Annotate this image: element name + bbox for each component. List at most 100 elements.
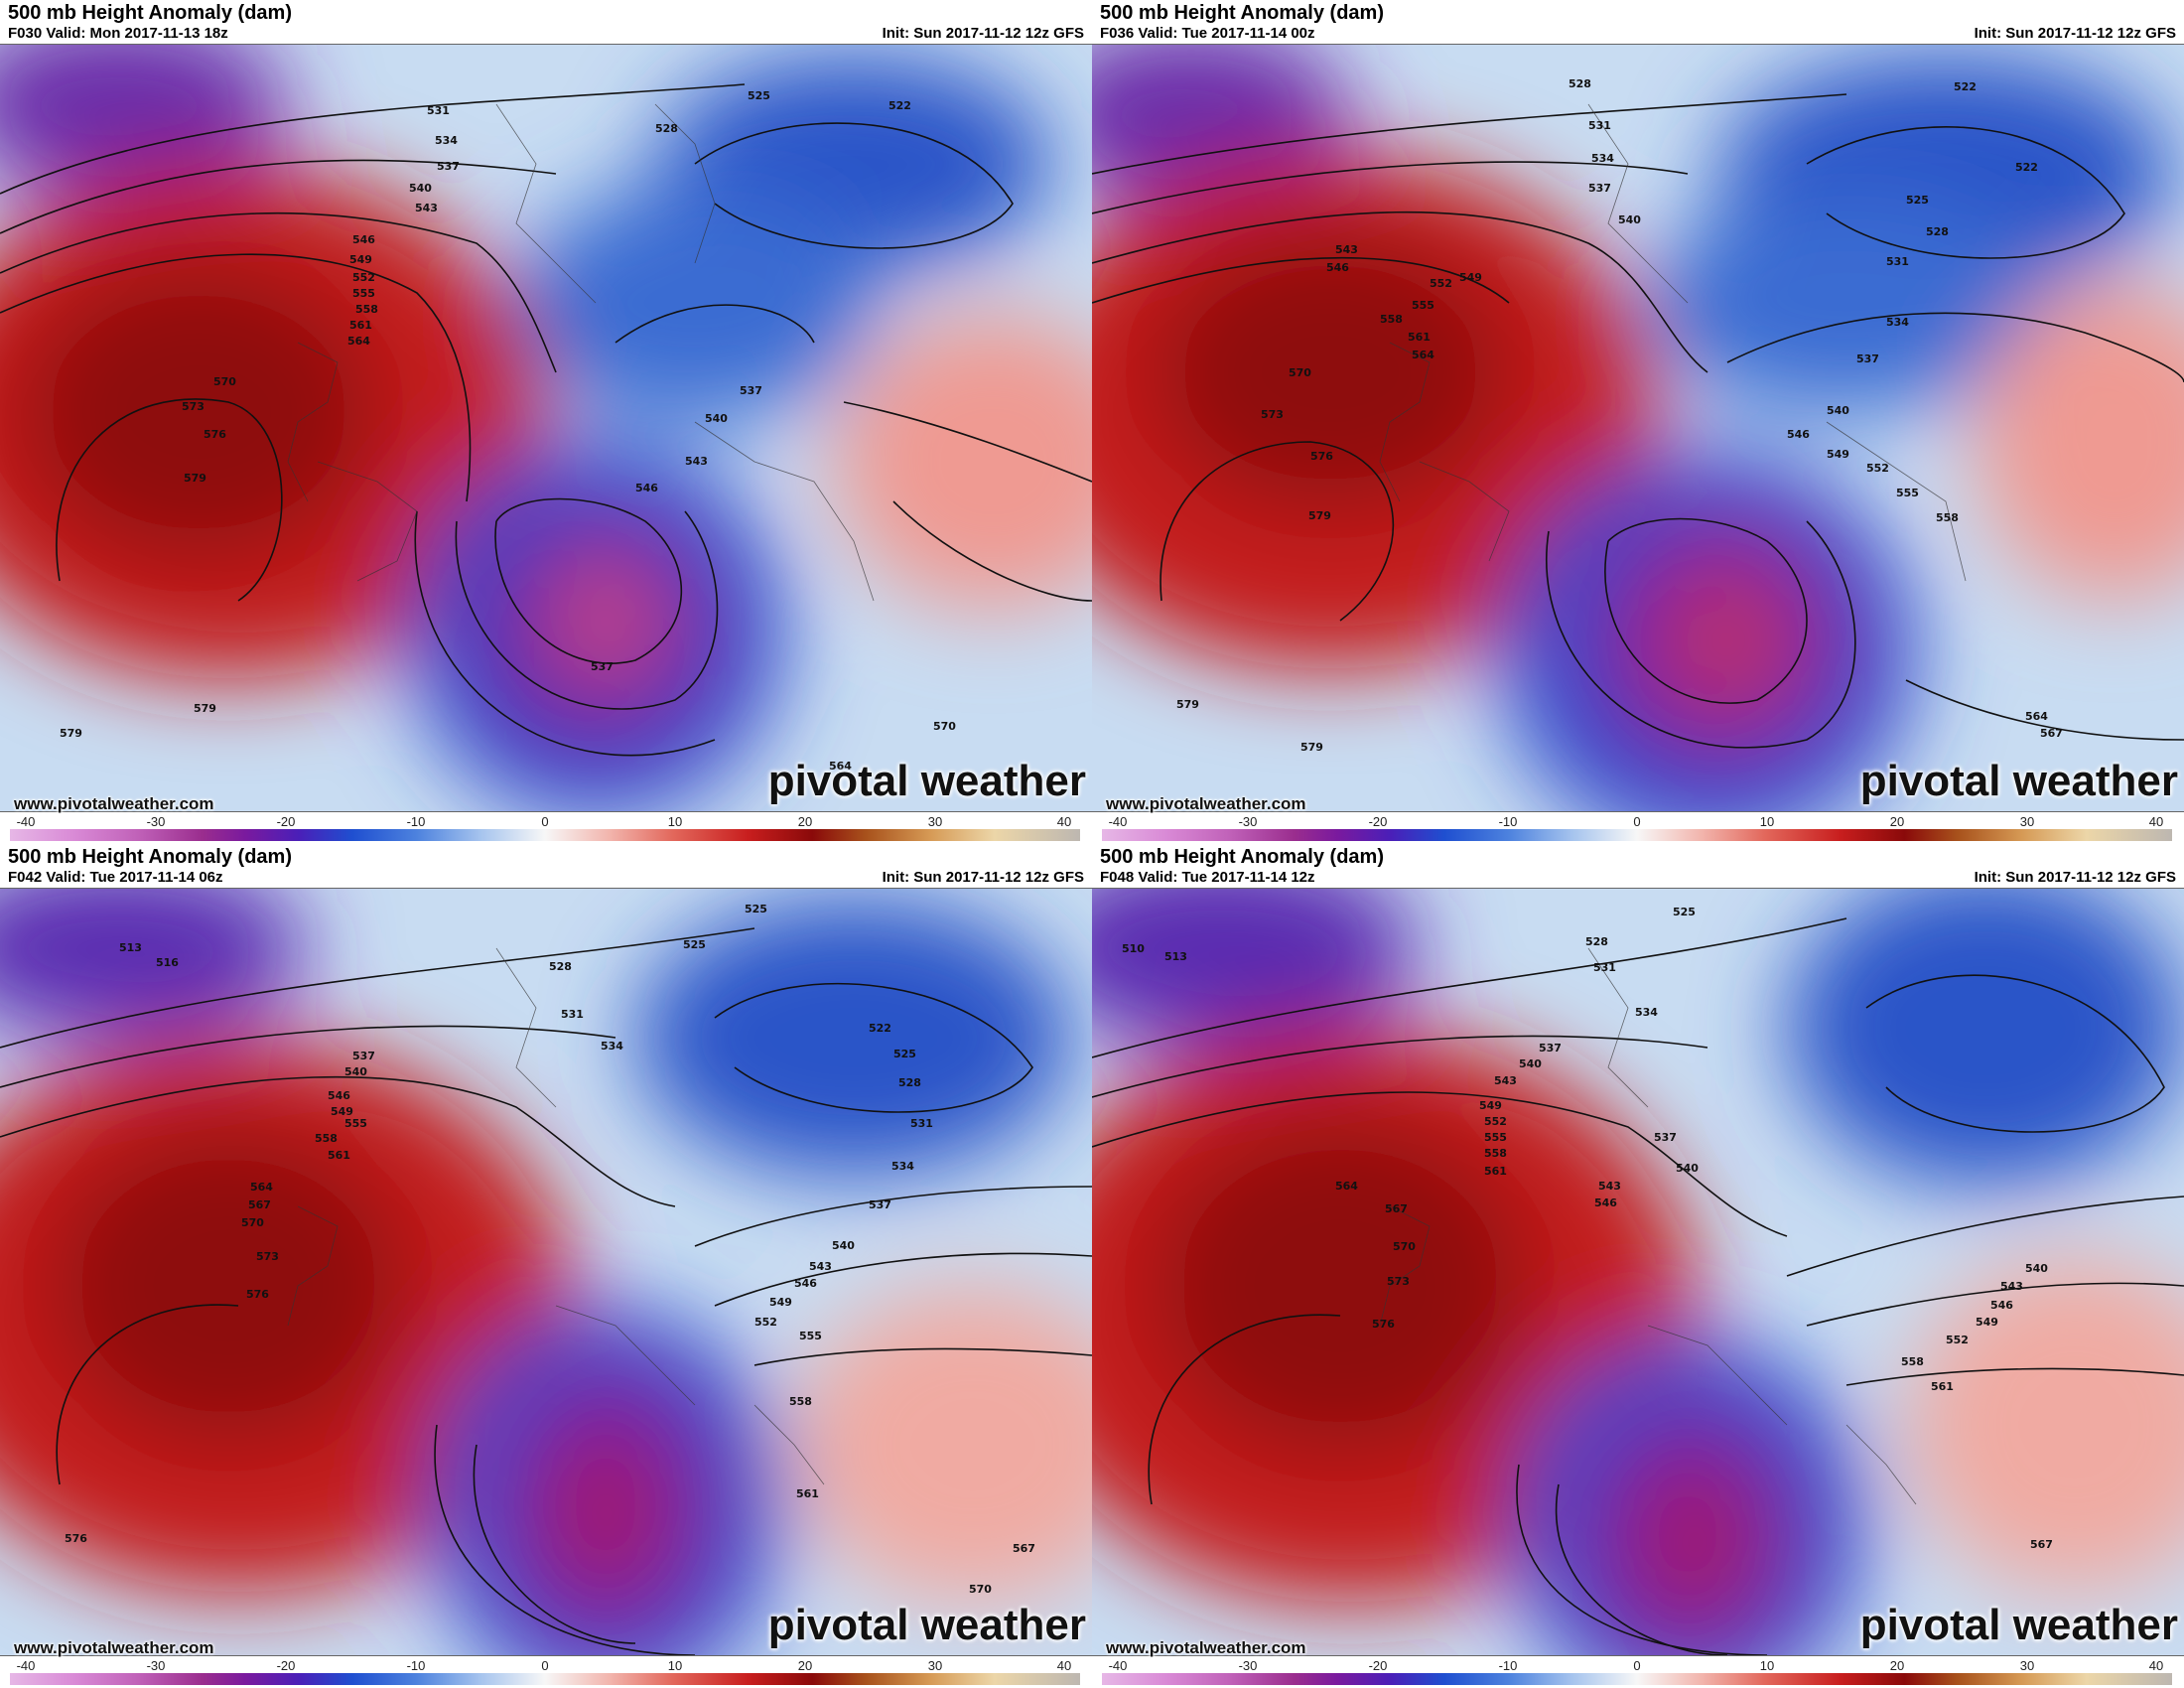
svg-text:561: 561	[349, 319, 372, 332]
svg-text:561: 561	[1484, 1165, 1507, 1178]
valid-time: F030 Valid: Mon 2017-11-13 18z	[8, 25, 228, 42]
svg-text:531: 531	[910, 1117, 933, 1130]
tick-label: -10	[406, 814, 426, 829]
anomaly-map: 513 516 528 531 534 537 540 546 549 555 …	[0, 888, 1092, 1656]
svg-text:576: 576	[204, 428, 226, 441]
panel-f048: 500 mb Height Anomaly (dam) F048 Valid: …	[1092, 844, 2184, 1688]
svg-text:543: 543	[2000, 1280, 2023, 1293]
svg-text:540: 540	[409, 182, 432, 195]
svg-text:552: 552	[1866, 462, 1889, 475]
svg-text:558: 558	[315, 1132, 338, 1145]
tick-label: -40	[1108, 1658, 1128, 1673]
colorbar	[1102, 1673, 2172, 1685]
website-url: www.pivotalweather.com	[1106, 1638, 1306, 1657]
svg-text:558: 558	[1484, 1147, 1507, 1160]
svg-text:576: 576	[246, 1288, 269, 1301]
svg-text:579: 579	[1176, 698, 1199, 711]
svg-text:540: 540	[2025, 1262, 2048, 1275]
tick-label: -30	[146, 1658, 166, 1673]
tick-label: 40	[2148, 1658, 2164, 1673]
svg-text:525: 525	[748, 89, 770, 102]
svg-text:558: 558	[355, 303, 378, 316]
tick-label: -30	[146, 814, 166, 829]
svg-text:552: 552	[352, 271, 375, 284]
svg-text:537: 537	[740, 384, 762, 397]
svg-text:540: 540	[1676, 1162, 1699, 1175]
tick-label: -30	[1238, 1658, 1258, 1673]
tick-label: -10	[1498, 1658, 1518, 1673]
panel-title: 500 mb Height Anomaly (dam)	[1100, 846, 1384, 868]
website-url: www.pivotalweather.com	[1106, 794, 1306, 813]
svg-text:537: 537	[352, 1050, 375, 1062]
tick-label: -40	[1108, 814, 1128, 829]
svg-text:537: 537	[591, 660, 614, 673]
svg-text:558: 558	[789, 1395, 812, 1408]
svg-text:531: 531	[427, 104, 450, 117]
tick-label: 30	[2019, 814, 2035, 829]
svg-text:570: 570	[1393, 1240, 1416, 1253]
brand-logo: pivotal weather	[767, 1601, 1086, 1649]
colorbar-ticks: -40 -30 -20 -10 0 10 20 30 40	[1092, 1658, 2184, 1673]
init-time: Init: Sun 2017-11-12 12z GFS	[882, 869, 1084, 886]
svg-text:558: 558	[1901, 1355, 1924, 1368]
svg-text:552: 552	[1484, 1115, 1507, 1128]
panel-f030: 500 mb Height Anomaly (dam) F030 Valid: …	[0, 0, 1092, 844]
svg-text:546: 546	[1326, 261, 1349, 274]
svg-text:546: 546	[1990, 1299, 2013, 1312]
panel-title: 500 mb Height Anomaly (dam)	[8, 2, 292, 24]
colorbar-ticks: -40 -30 -20 -10 0 10 20 30 40	[1092, 814, 2184, 829]
svg-text:540: 540	[1827, 404, 1849, 417]
tick-label: 10	[667, 814, 683, 829]
svg-text:540: 540	[832, 1239, 855, 1252]
anomaly-map: 531 534 537 540 543 546 549 552 555 558 …	[0, 44, 1092, 812]
svg-text:525: 525	[745, 903, 767, 915]
svg-text:534: 534	[601, 1040, 623, 1053]
svg-text:555: 555	[344, 1117, 367, 1130]
svg-text:516: 516	[156, 956, 179, 969]
svg-text:528: 528	[898, 1076, 921, 1089]
tick-label: 20	[797, 814, 813, 829]
valid-time: F036 Valid: Tue 2017-11-14 00z	[1100, 25, 1315, 42]
init-time: Init: Sun 2017-11-12 12z GFS	[882, 25, 1084, 42]
tick-label: 40	[1056, 814, 1072, 829]
svg-text:534: 534	[1635, 1006, 1658, 1019]
svg-text:522: 522	[2015, 161, 2038, 174]
svg-text:528: 528	[1585, 935, 1608, 948]
svg-text:564: 564	[1335, 1180, 1358, 1193]
tick-label: 0	[541, 814, 549, 829]
svg-text:576: 576	[1372, 1318, 1395, 1331]
svg-text:579: 579	[1308, 509, 1331, 522]
panel-title: 500 mb Height Anomaly (dam)	[1100, 2, 1384, 24]
tick-label: 20	[797, 1658, 813, 1673]
svg-text:549: 549	[331, 1105, 353, 1118]
svg-text:531: 531	[561, 1008, 584, 1021]
svg-text:579: 579	[1300, 741, 1323, 754]
tick-label: 40	[1056, 1658, 1072, 1673]
svg-text:561: 561	[328, 1149, 350, 1162]
tick-label: -40	[16, 814, 36, 829]
tick-label: -20	[276, 814, 296, 829]
tick-label: -20	[1368, 814, 1388, 829]
svg-text:546: 546	[1594, 1196, 1617, 1209]
svg-text:543: 543	[1598, 1180, 1621, 1193]
svg-text:564: 564	[829, 760, 852, 773]
svg-text:573: 573	[182, 400, 205, 413]
svg-text:576: 576	[65, 1532, 87, 1545]
tick-label: 20	[1889, 1658, 1905, 1673]
svg-text:549: 549	[1459, 271, 1482, 284]
svg-text:534: 534	[1886, 316, 1909, 329]
svg-text:546: 546	[635, 482, 658, 494]
brand-logo: pivotal weather	[1859, 1601, 2178, 1649]
svg-text:537: 537	[1856, 352, 1879, 365]
svg-text:564: 564	[1412, 349, 1434, 361]
svg-text:534: 534	[435, 134, 458, 147]
svg-text:528: 528	[655, 122, 678, 135]
colorbar	[10, 829, 1080, 841]
svg-text:522: 522	[869, 1022, 891, 1035]
svg-text:567: 567	[1385, 1202, 1408, 1215]
panel-f042: 500 mb Height Anomaly (dam) F042 Valid: …	[0, 844, 1092, 1688]
tick-label: 10	[1759, 814, 1775, 829]
panel-f036: 500 mb Height Anomaly (dam) F036 Valid: …	[1092, 0, 2184, 844]
svg-text:570: 570	[213, 375, 236, 388]
svg-text:573: 573	[1387, 1275, 1410, 1288]
